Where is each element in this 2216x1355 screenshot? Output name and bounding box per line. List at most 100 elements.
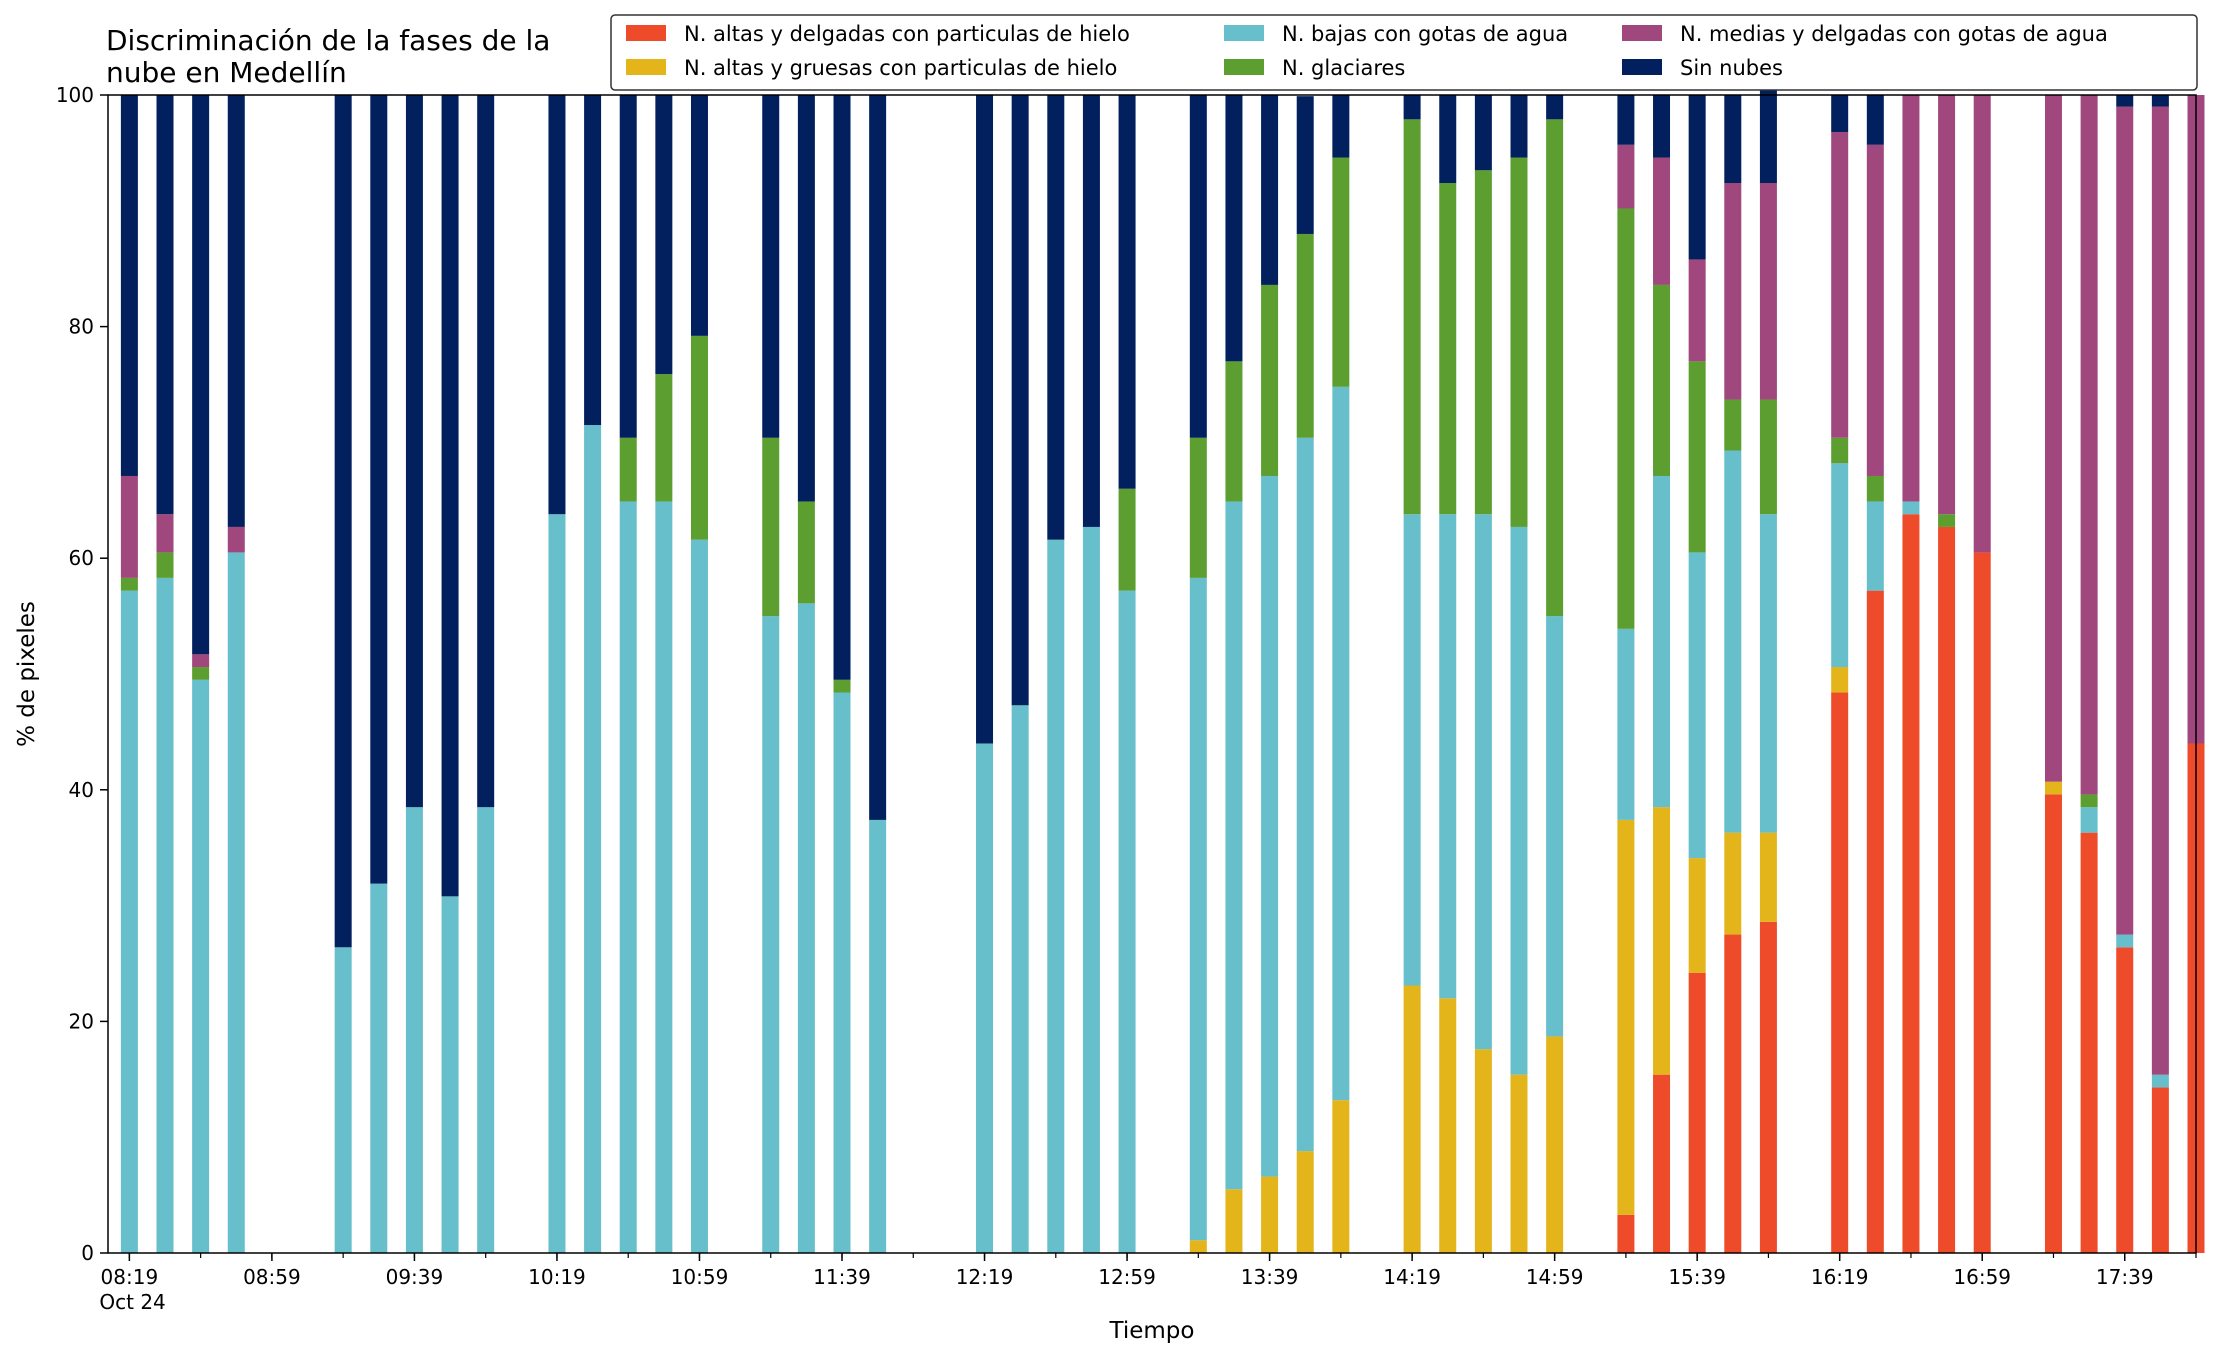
bar-segment [1082,526,1100,1253]
bar-segment [192,667,210,680]
bar-segment [1403,95,1421,120]
plot-frame [107,94,2197,1254]
bar-segment [762,616,780,1253]
bar-segment [1688,972,1706,1253]
chart-title: Discriminación de la fases de la nube en … [106,24,550,89]
bar-segment [1403,985,1421,1253]
bar-segment [1688,552,1706,859]
bar-segment [1653,475,1671,808]
x-tick-label: 16:19 [1811,1265,1869,1289]
bar-segment [1724,450,1742,833]
bar-segment [1439,95,1457,184]
bar-segment [1902,501,1920,515]
bar-segment [797,603,815,1253]
bar-segment [690,335,708,540]
bar-segment [1546,616,1564,1037]
bar-segment [797,95,815,502]
bar-segment [1332,1100,1350,1253]
bar-segment [619,95,637,438]
bar-segment [1902,514,1920,1253]
legend-swatch [1622,59,1662,75]
bar-segment [1510,95,1528,158]
bar-segment [1118,488,1136,591]
bar-segment [2080,807,2098,833]
bar-segment [1617,1214,1635,1253]
bar-segment [1831,95,1849,133]
bar-segment [1866,144,1884,476]
bar-segment [1296,1151,1314,1253]
bar-segment [2116,947,2134,1253]
legend-swatch [1224,59,1264,75]
bar-segment [1688,361,1706,553]
legend-label: N. bajas con gotas de agua [1282,22,1568,46]
bar-segment [1225,95,1243,362]
bar-segment [405,95,423,808]
x-tick-label: 13:39 [1241,1265,1299,1289]
bar-segment [1759,399,1777,515]
bar-segment [2151,1074,2169,1088]
bar-segment [192,679,210,1253]
bar-segment [548,95,566,515]
y-axis-label: % de pixeles [14,601,40,747]
bar-segment [1617,144,1635,209]
bar-segment [1510,157,1528,527]
bar-segment [1118,590,1136,1253]
bar-segment [1653,157,1671,285]
bar-segment [762,437,780,617]
bar-segment [334,947,352,1253]
bar-segment [690,539,708,1253]
bar-segment [1831,667,1849,693]
bar-segment [1653,807,1671,1075]
legend: N. altas y delgadas con particulas de hi… [610,14,2198,91]
bar-segment [1082,95,1100,527]
bar-segment [120,475,138,578]
y-tick-label: 0 [81,1241,94,1265]
bar-segment [1332,157,1350,387]
y-axis: 0 20 40 60 80 100 [56,83,108,1265]
x-tick-label: 08:59 [243,1265,301,1289]
bar-segment [1759,921,1777,1253]
bar-segment [2116,106,2134,935]
bar-segment [441,896,459,1253]
bar-segment [976,743,994,1253]
bar-segment [1474,514,1492,1050]
bar-segment [1866,475,1884,502]
bar-segment [1047,539,1065,1253]
bar-segment [584,425,602,1253]
legend-swatch [626,25,666,41]
bar-segment [1831,437,1849,464]
bar-segment [1439,183,1457,515]
bar-segment [1759,832,1777,922]
bar-segment [1510,1074,1528,1253]
bar-segment [441,95,459,897]
bar-segment [1866,95,1884,145]
bar-segment [2116,95,2134,107]
bar-segment [1617,628,1635,820]
x-axis-label: Tiempo [1109,1318,1195,1344]
bar-segment [1225,501,1243,1190]
x-tick-label: 10:19 [528,1265,586,1289]
bar-segment [1688,858,1706,973]
bar-segment [227,552,245,1253]
bar-segment [2116,934,2134,948]
bar-segment [1724,399,1742,451]
bar-segment [1724,934,1742,1253]
bar-segment [370,883,388,1253]
bar-segment [1403,514,1421,986]
bar-segment [833,95,851,680]
bar-segment [1261,284,1279,476]
bar-segment [2044,794,2062,1253]
bar-segment [1973,552,1991,1253]
bar-segment [1296,437,1314,1152]
bar-segment [619,437,637,502]
bar-segment [156,95,174,515]
bar-segment [1546,1036,1564,1253]
bar-segment [1759,183,1777,400]
bar-segment [2080,95,2098,795]
bar-segment [1617,208,1635,629]
bar-segment [869,819,887,1253]
legend-label: N. altas y delgadas con particulas de hi… [684,22,1130,46]
bar-segment [1653,1074,1671,1253]
x-tick-label: 11:39 [813,1265,871,1289]
